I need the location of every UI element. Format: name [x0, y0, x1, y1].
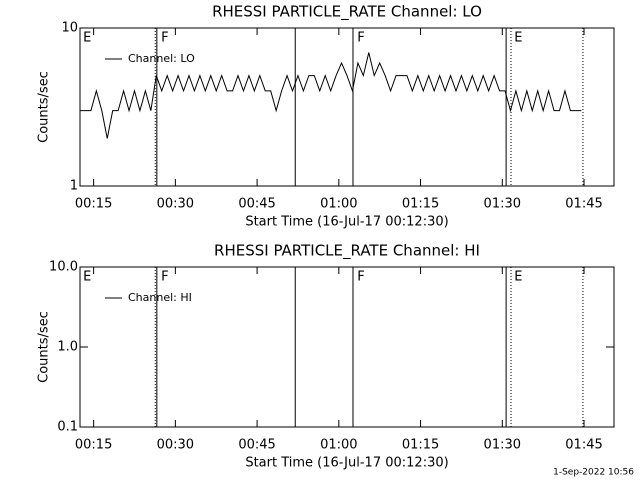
legend-label: Channel: LO	[128, 52, 195, 65]
y-tick-label: 0.1	[57, 420, 78, 435]
x-tick-label: 01:45	[565, 438, 602, 453]
y-tick-label: 1	[70, 179, 78, 194]
x-tick-label: 00:15	[75, 438, 112, 453]
x-tick-label: 00:30	[157, 197, 194, 212]
y-axis-label: Counts/sec	[37, 71, 52, 143]
flag-label: F	[357, 31, 364, 46]
flag-label: F	[161, 270, 168, 285]
x-tick-label: 01:00	[320, 438, 357, 453]
x-tick-label: 00:15	[75, 197, 112, 212]
x-tick-label: 01:15	[402, 197, 439, 212]
x-tick-label: 00:30	[157, 438, 194, 453]
x-tick-label: 01:30	[484, 197, 521, 212]
y-tick-label: 1.0	[57, 340, 78, 355]
y-tick-label: 10	[61, 21, 78, 36]
legend-label: Channel: HI	[128, 291, 192, 304]
x-tick-label: 01:00	[320, 197, 357, 212]
x-tick-label: 01:45	[565, 197, 602, 212]
x-tick-label: 01:30	[484, 438, 521, 453]
plot-frame	[79, 27, 615, 187]
flag-label: E	[514, 31, 522, 46]
flag-label: E	[514, 270, 522, 285]
chart-title: RHESSI PARTICLE_RATE Channel: LO	[212, 3, 482, 22]
flag-label: F	[161, 31, 168, 46]
x-tick-label: 01:15	[402, 438, 439, 453]
flag-label: E	[83, 270, 91, 285]
x-tick-label: 00:45	[238, 438, 275, 453]
footer: 1-Sep-2022 10:56	[553, 468, 634, 478]
y-tick-label: 10.0	[49, 260, 78, 275]
y-axis-label: Counts/sec	[37, 311, 52, 383]
x-tick-label: 00:45	[238, 197, 275, 212]
flag-label: F	[357, 270, 364, 285]
x-axis-label: Start Time (16-Jul-17 00:12:30)	[245, 215, 448, 230]
flag-label: E	[83, 31, 91, 46]
x-axis-label: Start Time (16-Jul-17 00:12:30)	[245, 456, 448, 471]
data-line	[80, 52, 582, 139]
chart-title: RHESSI PARTICLE_RATE Channel: HI	[214, 242, 480, 261]
